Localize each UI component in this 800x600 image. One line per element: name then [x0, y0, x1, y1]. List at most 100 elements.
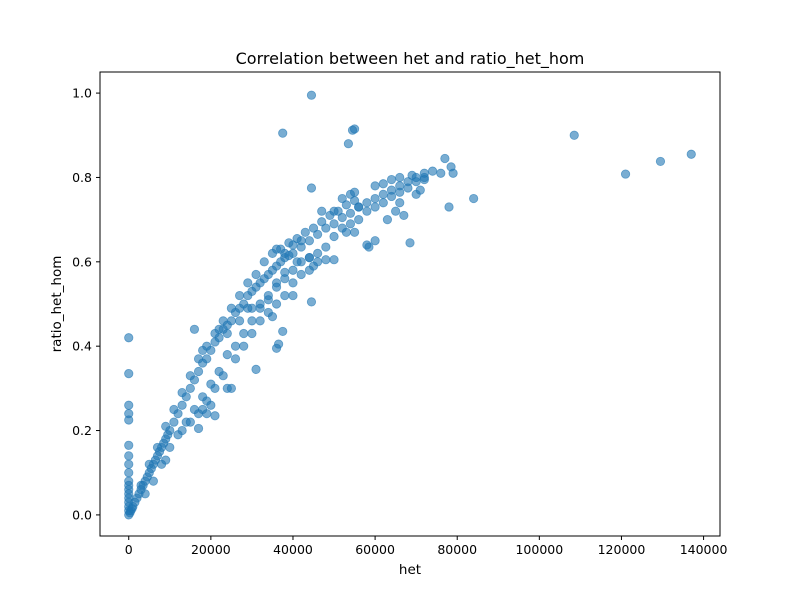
data-point [251, 364, 261, 374]
data-point [288, 290, 298, 301]
data-point [370, 181, 380, 191]
data-point [230, 341, 241, 351]
data-point [349, 124, 360, 134]
data-point [306, 183, 317, 193]
y-tick-label: 0.4 [72, 339, 92, 354]
data-point [124, 451, 134, 461]
data-point [391, 206, 401, 216]
data-point [177, 400, 187, 410]
data-point [329, 206, 339, 216]
data-point [124, 333, 134, 343]
data-point [304, 236, 314, 246]
data-point [278, 326, 288, 337]
data-point [218, 371, 228, 381]
data-point [292, 257, 302, 267]
x-tick-label: 60000 [355, 542, 395, 557]
data-point [247, 303, 257, 313]
x-tick-label: 100000 [515, 542, 563, 557]
data-point [189, 324, 200, 334]
data-point [124, 459, 134, 469]
data-point [370, 193, 380, 204]
data-point [222, 328, 232, 339]
y-tick-label: 0.2 [72, 423, 92, 438]
data-point [169, 404, 179, 415]
data-point [378, 189, 388, 199]
data-point [255, 316, 265, 326]
y-tick-label: 1.0 [72, 86, 92, 101]
data-point [405, 238, 415, 248]
data-point [222, 350, 232, 360]
data-point [235, 290, 245, 301]
data-point [306, 297, 317, 307]
data-point [362, 206, 372, 216]
data-point [222, 383, 232, 393]
data-point [206, 400, 216, 410]
data-point [185, 371, 195, 381]
data-point [210, 411, 220, 421]
y-tick-label: 0.0 [72, 507, 92, 522]
data-point [288, 265, 298, 275]
data-point [313, 229, 323, 239]
data-point [354, 215, 364, 225]
data-point [259, 257, 269, 267]
data-point [271, 278, 282, 288]
data-point [193, 366, 204, 377]
data-point [263, 290, 273, 301]
plot-frame [99, 71, 721, 537]
x-tick-label: 140000 [680, 542, 728, 557]
y-axis-label: ratio_het_hom [49, 256, 65, 353]
x-tick-label: 40000 [273, 542, 313, 557]
data-point [193, 423, 204, 434]
x-axis-label: het [399, 562, 421, 578]
x-tick-label: 120000 [598, 542, 646, 557]
y-tick-label: 0.8 [72, 170, 92, 185]
x-axis: 0 20000 40000 60000 80000 100000 120000 140000 [125, 536, 728, 557]
data-point [329, 255, 339, 265]
data-point [419, 174, 429, 185]
data-point [321, 242, 331, 252]
data-point [403, 183, 413, 193]
data-point [686, 149, 696, 159]
x-tick-label: 20000 [191, 542, 231, 557]
data-point [440, 153, 450, 164]
data-point [169, 417, 179, 427]
data-point [308, 261, 319, 271]
data-point [161, 455, 171, 465]
data-point [148, 476, 158, 486]
data-point [436, 168, 446, 178]
data-point [124, 409, 134, 419]
data-point [124, 368, 134, 379]
data-point [124, 400, 134, 410]
data-point [124, 468, 134, 478]
data-point [288, 240, 298, 250]
data-point [370, 202, 380, 212]
data-point [230, 354, 241, 364]
data-point [337, 193, 347, 204]
data-point [239, 341, 249, 351]
data-point [202, 409, 212, 419]
data-point [280, 290, 290, 301]
data-point [321, 255, 331, 265]
data-point [243, 278, 253, 288]
data-point [136, 480, 146, 490]
data-point [185, 383, 195, 393]
data-point [395, 187, 405, 197]
data-point [308, 223, 319, 233]
data-point [296, 236, 306, 246]
data-point [364, 242, 374, 252]
data-point [448, 168, 458, 178]
data-point [317, 217, 327, 227]
data-point [469, 193, 479, 204]
data-point [329, 219, 339, 229]
data-point [177, 387, 187, 398]
data-point [349, 227, 360, 237]
data-point [161, 421, 171, 431]
data-point [341, 200, 351, 210]
data-point [124, 440, 134, 450]
data-point [247, 316, 257, 326]
data-point [280, 248, 290, 258]
data-point [313, 248, 323, 258]
data-point [329, 231, 339, 242]
data-point [193, 354, 204, 364]
data-point [386, 191, 397, 202]
